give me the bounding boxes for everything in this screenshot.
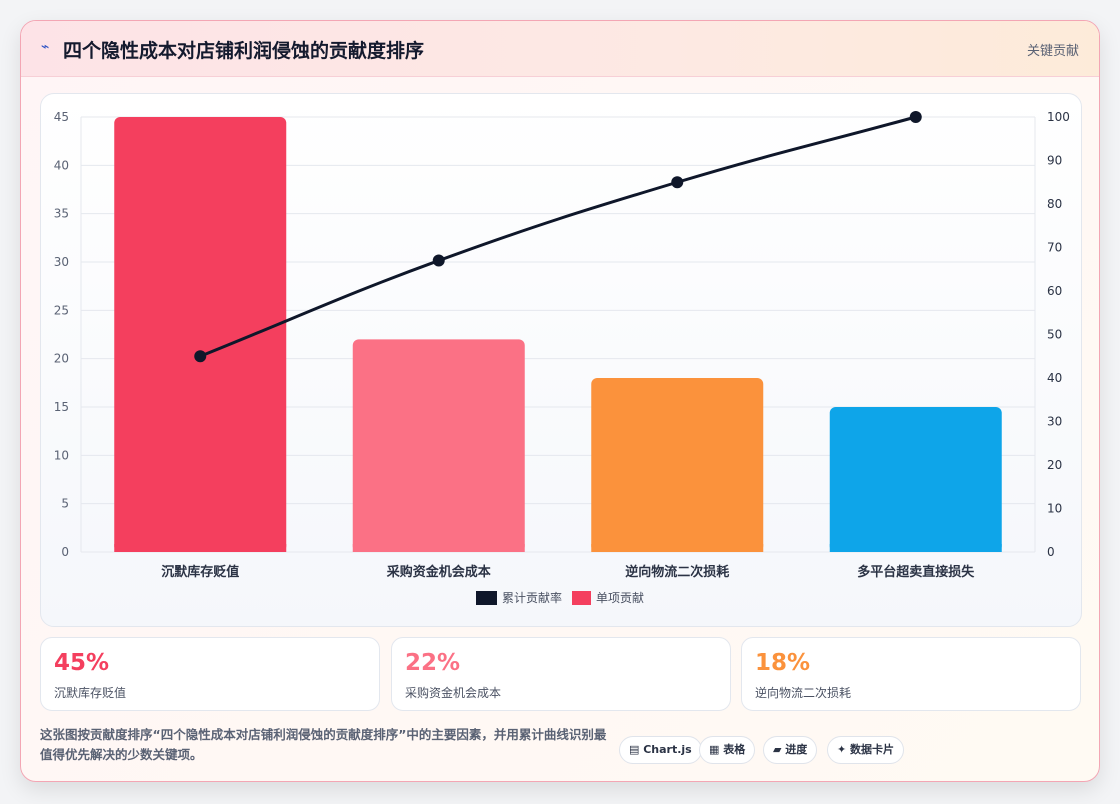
legend-label-cumulative: 累计贡献率 <box>502 590 562 605</box>
kpi-value: 45% <box>54 650 110 676</box>
y-right-tick-label: 0 <box>1047 545 1055 559</box>
x-tick-label: 采购资金机会成本 <box>386 564 491 580</box>
header-tag: 关键贡献 <box>1026 44 1079 59</box>
chart-line-icon: ⌁ <box>41 39 50 55</box>
kpi-card-2: 22% 采购资金机会成本 <box>391 637 731 711</box>
y-left-tick-label: 5 <box>61 497 69 511</box>
chart-description: 这张图按贡献度排序“四个隐性成本对店铺利润侵蚀的贡献度排序”中的主要因素，并用累… <box>40 727 607 762</box>
legend-label-single: 单项贡献 <box>596 590 644 605</box>
kpi-value: 18% <box>755 650 811 676</box>
cumulative-point-2 <box>432 254 445 267</box>
chip-data-card[interactable]: ✦ 数据卡片 <box>827 736 905 764</box>
y-right-tick-label: 50 <box>1047 328 1062 342</box>
chip-chartjs[interactable]: ▤ Chart.js <box>619 736 702 764</box>
kpi-label: 采购资金机会成本 <box>405 686 502 700</box>
y-right-tick-label: 100 <box>1047 110 1070 124</box>
y-right-tick-label: 70 <box>1047 241 1062 255</box>
chip-progress[interactable]: ▰ 进度 <box>763 736 818 764</box>
cumulative-point-3 <box>671 176 684 189</box>
bar-4 <box>829 407 1002 552</box>
x-tick-label: 沉默库存贬值 <box>161 564 239 580</box>
bar-base-2 <box>352 544 525 552</box>
y-left-tick-label: 25 <box>54 303 69 317</box>
kpi-value: 22% <box>405 650 461 676</box>
page-title: 四个隐性成本对店铺利润侵蚀的贡献度排序 <box>63 40 425 62</box>
chip-table[interactable]: ▦ 表格 <box>699 736 756 764</box>
y-left-tick-label: 10 <box>54 448 69 462</box>
legend-swatch-single <box>572 591 591 605</box>
y-right-tick-label: 80 <box>1047 197 1062 211</box>
cumulative-point-1 <box>194 350 207 363</box>
kpi-card-1: 45% 沉默库存贬值 <box>40 637 380 711</box>
y-left-tick-label: 40 <box>54 158 69 172</box>
y-left-tick-label: 15 <box>54 400 69 414</box>
bar-base-1 <box>114 544 287 552</box>
y-left-tick-label: 30 <box>54 255 69 269</box>
bar-1 <box>114 117 287 552</box>
kpi-label: 沉默库存贬值 <box>54 686 127 700</box>
y-left-tick-label: 35 <box>54 207 69 221</box>
cumulative-point-4 <box>909 111 922 123</box>
y-right-tick-label: 10 <box>1047 502 1062 516</box>
x-tick-label: 多平台超卖直接损失 <box>857 564 975 580</box>
chart-container: 0 5 10 15 20 25 30 35 40 45 0 10 20 30 40 50 60 70 80 90 100… <box>40 93 1082 627</box>
x-tick-label: 逆向物流二次损耗 <box>625 564 729 580</box>
pareto-chart: 0 5 10 15 20 25 30 35 40 45 0 10 20 30 40 50 60 70 80 90 100… <box>54 110 1070 605</box>
kpi-label: 逆向物流二次损耗 <box>755 686 852 700</box>
bar-base-3 <box>591 544 764 552</box>
bar-2 <box>352 339 525 552</box>
y-right-tick-label: 60 <box>1047 284 1062 298</box>
dashboard-card: ⌁ 四个隐性成本对店铺利润侵蚀的贡献度排序 关键贡献 0 5 10 15 20 25 30 3… <box>20 20 1100 782</box>
y-right-tick-label: 40 <box>1047 371 1062 385</box>
y-right-tick-label: 30 <box>1047 415 1062 429</box>
y-left-tick-label: 0 <box>61 545 69 559</box>
card-header: ⌁ 四个隐性成本对店铺利润侵蚀的贡献度排序 关键贡献 <box>21 21 1099 77</box>
y-right-tick-label: 20 <box>1047 458 1062 472</box>
y-right-tick-label: 90 <box>1047 154 1062 168</box>
bar-base-4 <box>829 544 1002 552</box>
y-left-tick-label: 20 <box>54 352 69 366</box>
y-left-tick-label: 45 <box>54 110 69 124</box>
kpi-card-3: 18% 逆向物流二次损耗 <box>741 637 1081 711</box>
bar-3 <box>591 378 764 552</box>
legend-swatch-cumulative <box>476 591 497 605</box>
cumulative-line <box>199 115 917 358</box>
